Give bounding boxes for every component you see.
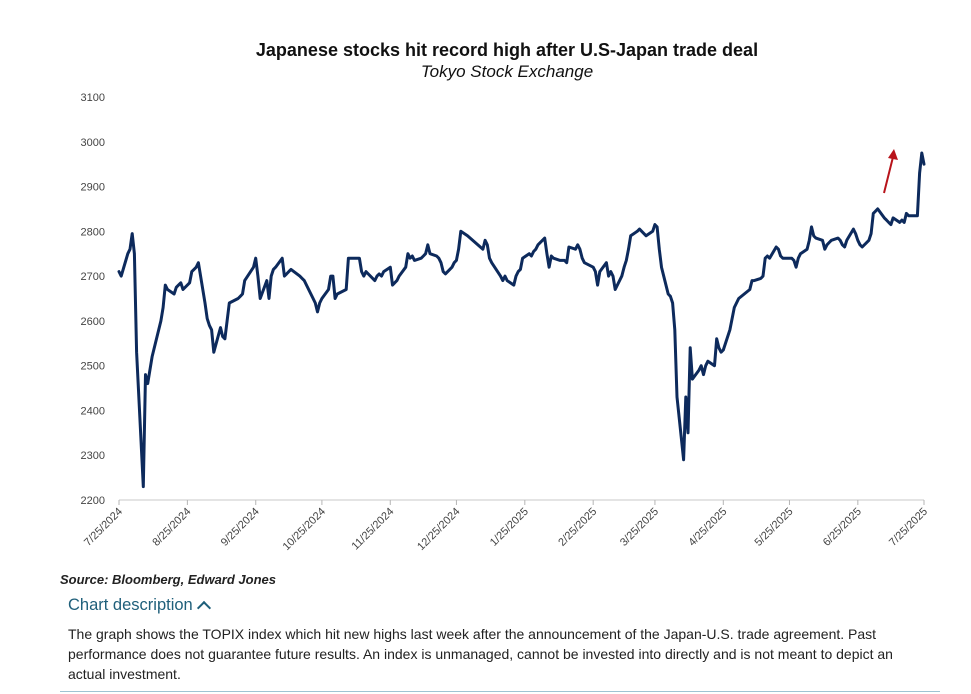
x-tick-label: 7/25/2025 [887,506,930,549]
x-tick-label: 11/25/2024 [350,506,397,553]
y-tick-label: 3100 [81,92,105,104]
y-tick-label: 3000 [81,137,105,149]
chart-description-label: Chart description [68,596,193,614]
y-tick-label: 2800 [81,226,105,238]
chart-title: Japanese stocks hit record high after U.… [256,40,758,60]
x-axis: 7/25/2024 8/25/2024 9/25/2024 10/25/2024 11/… [82,500,930,553]
x-tick-label: 5/25/2025 [752,506,795,549]
chart: Japanese stocks hit record high after U.… [81,40,931,553]
divider [60,691,940,692]
chart-description-toggle[interactable]: Chart description [68,596,211,616]
chevron-up-icon [196,600,211,616]
series-line [117,151,926,489]
source-note: Source: Bloomberg, Edward Jones [60,572,276,587]
x-tick-label: 9/25/2024 [219,506,262,549]
arrow-up-icon [883,149,898,194]
y-tick-label: 2200 [81,495,105,507]
x-tick-label: 1/25/2025 [488,506,531,549]
x-tick-label: 10/25/2024 [281,506,328,553]
y-tick-label: 2400 [81,405,105,417]
y-tick-label: 2500 [81,361,105,373]
x-tick-label: 2/25/2025 [556,506,599,549]
x-tick-label: 6/25/2025 [821,506,864,549]
y-tick-label: 2700 [81,271,105,283]
x-tick-label: 3/25/2025 [618,506,661,549]
x-tick-label: 7/25/2024 [82,506,125,549]
y-tick-label: 2900 [81,182,105,194]
x-tick-label: 12/25/2024 [415,506,462,553]
chart-description-text: The graph shows the TOPIX index which hi… [68,626,893,682]
x-tick-label: 8/25/2024 [150,506,193,549]
chart-subtitle: Tokyo Stock Exchange [421,62,593,81]
y-tick-label: 2600 [81,316,105,328]
y-tick-label: 2300 [81,450,105,462]
x-tick-label: 4/25/2025 [686,506,729,549]
y-axis: 2200 2300 2400 2500 2600 2700 2800 2900 3000 3100 [81,92,105,507]
